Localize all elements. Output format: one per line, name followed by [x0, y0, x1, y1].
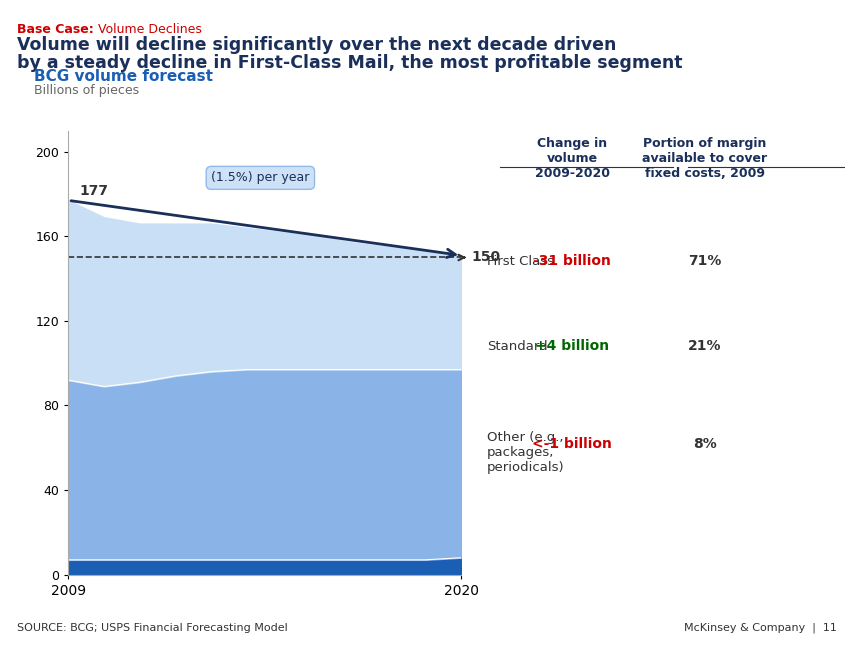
- Text: 150: 150: [458, 251, 501, 264]
- Text: 8%: 8%: [692, 437, 716, 451]
- Text: <-1 billion: <-1 billion: [531, 437, 612, 451]
- Text: +4 billion: +4 billion: [535, 339, 608, 353]
- Text: Billions of pieces: Billions of pieces: [34, 84, 139, 97]
- Text: (1.5%) per year: (1.5%) per year: [211, 171, 309, 184]
- Text: 71%: 71%: [687, 254, 721, 268]
- Text: 21%: 21%: [687, 339, 721, 353]
- Text: Change in
volume
2009-2020: Change in volume 2009-2020: [534, 137, 609, 180]
- Text: BCG volume forecast: BCG volume forecast: [34, 69, 213, 84]
- Text: Standard: Standard: [486, 340, 547, 353]
- Text: -31 billion: -31 billion: [532, 254, 611, 268]
- Text: First Class: First Class: [486, 255, 553, 268]
- Text: Other (e.g.,
packages,
periodicals): Other (e.g., packages, periodicals): [486, 431, 564, 474]
- Text: Base Case:: Base Case:: [17, 23, 94, 36]
- Text: Portion of margin
available to cover
fixed costs, 2009: Portion of margin available to cover fix…: [641, 137, 766, 180]
- Text: McKinsey & Company  |  11: McKinsey & Company | 11: [683, 623, 836, 633]
- Text: 177: 177: [79, 184, 108, 199]
- Text: by a steady decline in First-Class Mail, the most profitable segment: by a steady decline in First-Class Mail,…: [17, 54, 682, 72]
- Text: Volume Declines: Volume Declines: [94, 23, 201, 36]
- Text: Volume will decline significantly over the next decade driven: Volume will decline significantly over t…: [17, 36, 616, 54]
- Text: SOURCE: BCG; USPS Financial Forecasting Model: SOURCE: BCG; USPS Financial Forecasting …: [17, 623, 287, 633]
